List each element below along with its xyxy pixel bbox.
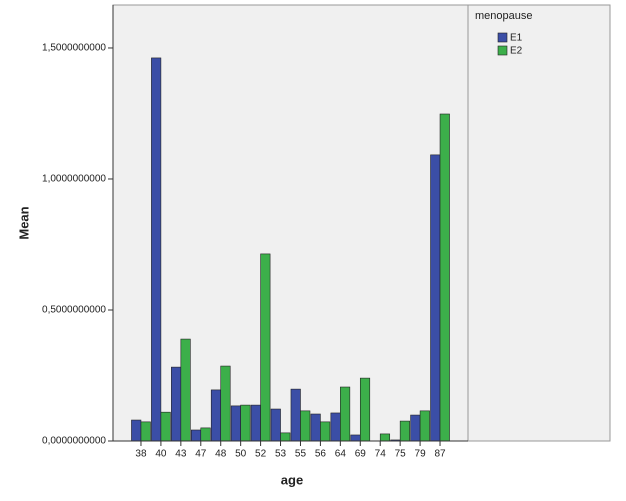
bar: [210, 389, 222, 442]
x-tick-label: 48: [215, 449, 227, 460]
y-tick-label: 0,0000000000: [42, 436, 106, 447]
bar: [310, 413, 321, 442]
x-tick-label: 56: [315, 449, 327, 460]
bar: [270, 408, 281, 442]
x-tick-label: 40: [155, 449, 167, 460]
y-tick-label: 1,0000000000: [42, 174, 106, 185]
x-tick-label: 74: [375, 449, 387, 460]
bar: [140, 421, 151, 442]
x-tick-label: 47: [195, 449, 207, 460]
bar: [439, 113, 450, 442]
bar: [220, 365, 231, 442]
bar: [250, 404, 261, 442]
bar: [430, 154, 441, 442]
bar: [379, 433, 391, 442]
x-tick-label: 87: [434, 449, 446, 460]
legend-label: E1: [510, 33, 523, 44]
bar: [240, 404, 251, 442]
x-tick-label: 64: [335, 449, 347, 460]
bar: [171, 366, 182, 442]
bar: [180, 338, 191, 442]
x-tick-label: 79: [415, 449, 427, 460]
x-tick-label: 69: [355, 449, 367, 460]
bar: [359, 377, 371, 442]
legend-swatch: [497, 32, 508, 43]
bar: [419, 410, 430, 442]
bar: [340, 386, 351, 442]
x-tick-label: 75: [395, 449, 407, 460]
x-tick-label: 50: [235, 449, 247, 460]
x-tick-label: 38: [135, 449, 147, 460]
x-tick-label: 52: [255, 449, 267, 460]
legend-title: menopause: [475, 10, 533, 22]
legend-label: E2: [510, 46, 523, 57]
x-tick-label: 43: [175, 449, 187, 460]
bar: [160, 411, 171, 442]
bar: [190, 429, 202, 442]
x-tick-label: 55: [295, 449, 307, 460]
bar: [399, 420, 410, 442]
bar: [350, 434, 361, 442]
bar: [330, 412, 341, 442]
bar: [300, 410, 311, 442]
legend-area: [467, 4, 611, 442]
bar: [410, 414, 421, 442]
x-tick-label: 53: [275, 449, 287, 460]
bar: [290, 388, 301, 442]
bar: [131, 419, 142, 442]
bar: [260, 253, 271, 442]
bar: [200, 427, 211, 442]
y-tick-label: 0,5000000000: [42, 305, 106, 316]
bar: [151, 57, 162, 442]
plot-area: [112, 4, 469, 442]
bar: [230, 405, 241, 442]
legend-swatch: [497, 45, 508, 56]
bar: [280, 432, 291, 442]
x-axis-title: age: [281, 472, 303, 487]
y-axis-title: Mean: [16, 206, 31, 239]
y-tick-label: 1,5000000000: [42, 43, 106, 54]
bar: [320, 421, 331, 442]
